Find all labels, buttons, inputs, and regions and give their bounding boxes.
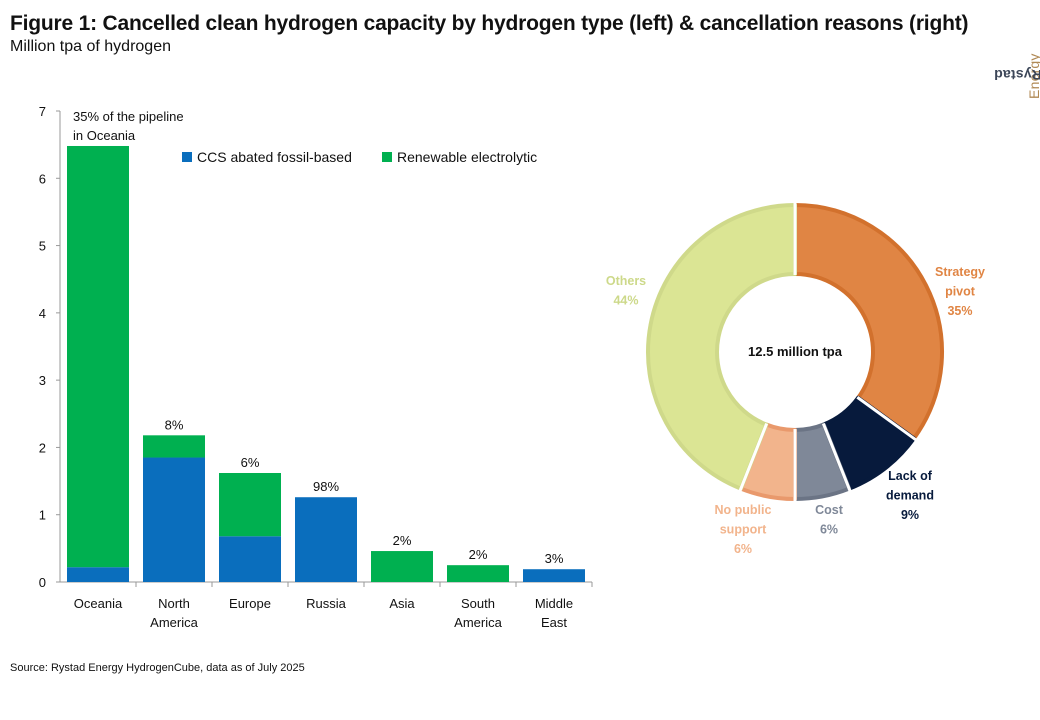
legend-swatch [382, 152, 392, 162]
y-tick-label: 0 [39, 575, 46, 590]
x-tick-label: Asia [389, 596, 415, 611]
x-tick-label: North America [150, 596, 198, 630]
x-tick-label: Russia [306, 596, 347, 611]
chart-subtitle: Million tpa of hydrogen [10, 38, 171, 55]
pie-slice-label: No public support 6% [715, 503, 772, 556]
bar-segment [219, 472, 281, 537]
bar-segment [67, 567, 129, 582]
bar-segment [447, 565, 509, 582]
bar-segment [295, 497, 357, 582]
bar-segment [523, 569, 585, 582]
data-label: 35% of the pipeline in Oceania [73, 109, 184, 143]
x-tick-label: South America [454, 596, 502, 630]
data-label: 2% [469, 547, 488, 562]
legend-label: Renewable electrolytic [397, 149, 537, 165]
donut-center-label: 12.5 million tpa [748, 344, 843, 359]
data-label: 2% [393, 533, 412, 548]
pie-separator [856, 396, 918, 442]
chart-title: Figure 1: Cancelled clean hydrogen capac… [10, 12, 969, 35]
pie-slice [793, 203, 944, 441]
legend-swatch [182, 152, 192, 162]
pie-slice-label: Others 44% [606, 274, 646, 308]
x-tick-label: Europe [229, 596, 271, 611]
y-tick-label: 5 [39, 239, 46, 254]
bar-segment [219, 536, 281, 582]
bar-segment [371, 551, 433, 582]
bar-segment [143, 457, 205, 582]
y-tick-label: 4 [39, 306, 46, 321]
pie-separator [738, 423, 769, 493]
data-label: 3% [545, 551, 564, 566]
legend-label: CCS abated fossil-based [197, 149, 352, 165]
y-tick-label: 7 [39, 104, 46, 119]
data-label: 6% [241, 455, 260, 470]
bar-segment [143, 435, 205, 458]
source-note: Source: Rystad Energy HydrogenCube, data… [10, 662, 305, 674]
pie-slice-label: Lack of demand 9% [886, 469, 934, 522]
y-tick-label: 1 [39, 508, 46, 523]
pie-slice-label: Strategy pivot 35% [935, 265, 985, 318]
pie-slice [646, 203, 797, 491]
bar-segment [67, 145, 129, 568]
x-tick-label: Oceania [74, 596, 123, 611]
data-label: 8% [165, 417, 184, 432]
x-tick-label: Middle East [535, 596, 573, 630]
y-tick-label: 6 [39, 171, 46, 186]
y-tick-label: 2 [39, 440, 46, 455]
y-tick-label: 3 [39, 373, 46, 388]
pie-slice-label: Cost 6% [815, 503, 844, 537]
data-label: 98% [313, 479, 339, 494]
pie-separator [821, 423, 852, 493]
